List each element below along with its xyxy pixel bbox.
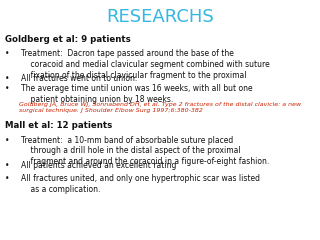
Text: Treatment:  a 10-mm band of absorbable suture placed
    through a drill hole in: Treatment: a 10-mm band of absorbable su…: [21, 136, 269, 166]
Text: •: •: [5, 74, 9, 83]
Text: All fractures went on to union.: All fractures went on to union.: [21, 74, 137, 83]
Text: Treatment:  Dacron tape passed around the base of the
    coracoid and medial cl: Treatment: Dacron tape passed around the…: [21, 49, 269, 80]
Text: Goldberg JA, Bruce WJ, Sonnabend DH, et al. Type 2 fractures of the distal clavi: Goldberg JA, Bruce WJ, Sonnabend DH, et …: [5, 102, 301, 113]
Text: The average time until union was 16 weeks, with all but one
    patient obtainin: The average time until union was 16 week…: [21, 84, 252, 104]
Text: •: •: [5, 49, 9, 58]
Text: •: •: [5, 84, 9, 93]
Text: All patients achieved an excellent rating: All patients achieved an excellent ratin…: [21, 161, 176, 170]
Text: Goldberg et al: 9 patients: Goldberg et al: 9 patients: [5, 35, 131, 44]
Text: •: •: [5, 174, 9, 183]
Text: •: •: [5, 136, 9, 144]
Text: All fractures united, and only one hypertrophic scar was listed
    as a complic: All fractures united, and only one hyper…: [21, 174, 260, 194]
Text: •: •: [5, 161, 9, 170]
Text: RESEARCHS: RESEARCHS: [106, 8, 214, 26]
Text: Mall et al: 12 patients: Mall et al: 12 patients: [5, 121, 112, 130]
